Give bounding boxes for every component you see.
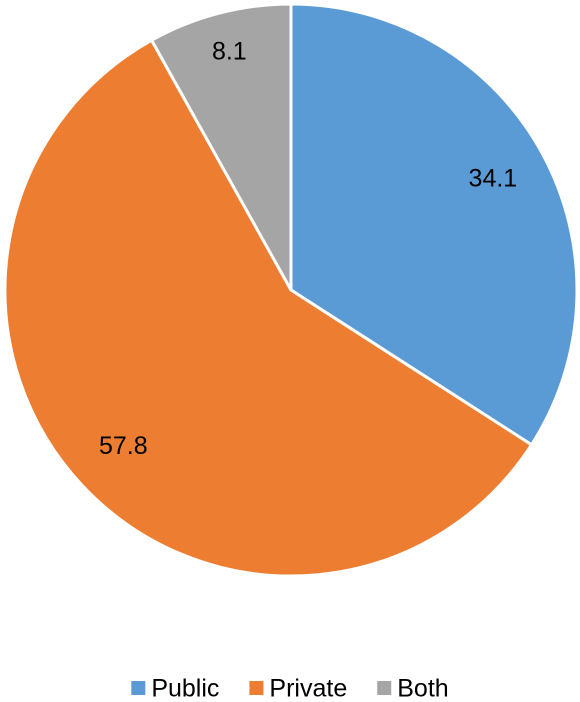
pie-slice bbox=[150, 2, 293, 292]
data-label: 57.8 bbox=[99, 432, 148, 460]
data-label: 34.1 bbox=[469, 164, 518, 192]
legend-label: Both bbox=[397, 675, 448, 702]
legend-label: Private bbox=[269, 675, 347, 702]
pie-slice bbox=[3, 38, 534, 578]
legend-swatch bbox=[249, 681, 264, 695]
legend-swatch bbox=[377, 681, 392, 695]
legend-swatch bbox=[131, 681, 146, 695]
data-label: 8.1 bbox=[212, 37, 247, 65]
legend-label: Public bbox=[151, 675, 219, 702]
